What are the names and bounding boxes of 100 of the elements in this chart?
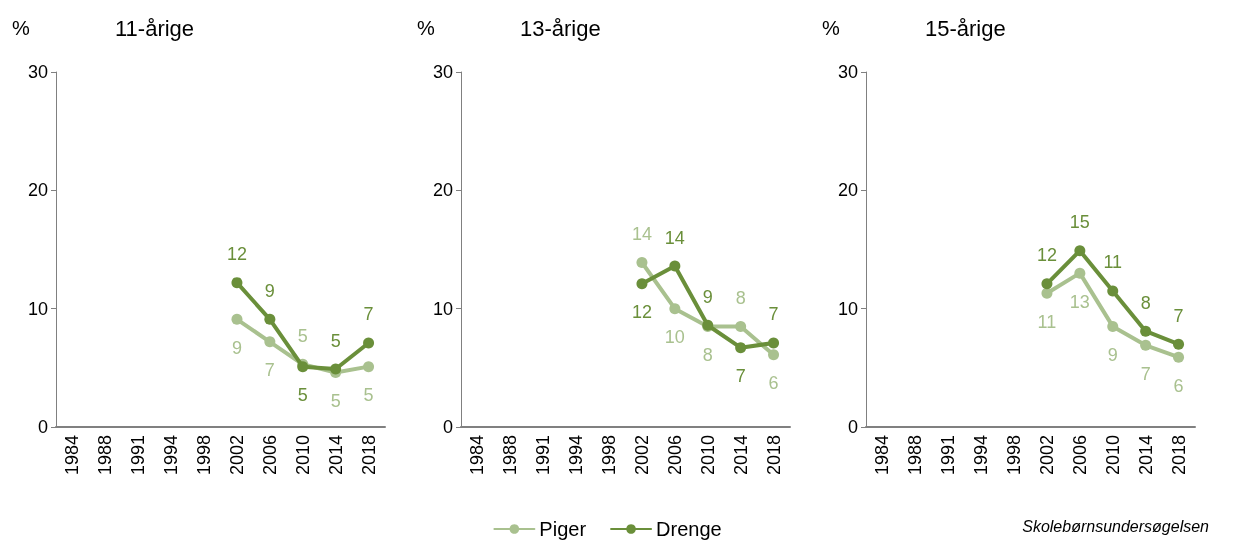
x-tick-label: 2014: [1135, 435, 1156, 476]
data-label: 11: [1103, 252, 1123, 273]
x-tick-label: 1988: [905, 435, 926, 476]
data-label: 9: [264, 280, 275, 301]
x-tick-label: 1991: [128, 435, 149, 476]
point: [735, 342, 747, 354]
y-tick-label: 0: [37, 417, 48, 437]
data-label: 5: [330, 391, 341, 412]
x-tick-label: 2014: [730, 435, 751, 476]
x-tick-label: 2010: [292, 435, 313, 476]
y-axis-title: %: [12, 17, 30, 39]
point: [1074, 267, 1086, 279]
data-label: 8: [1140, 292, 1151, 313]
x-tick-label: 1994: [971, 435, 992, 476]
data-label: 9: [702, 286, 713, 307]
x-tick-label: 1998: [1004, 435, 1025, 476]
point: [264, 336, 276, 348]
x-tick-label: 2010: [697, 435, 718, 476]
x-tick-label: 2014: [325, 435, 346, 476]
point: [735, 320, 747, 332]
point: [1107, 320, 1119, 332]
point: [768, 337, 780, 349]
point: [636, 278, 648, 290]
text: Skolebørnsundersøgelsen: [1022, 517, 1210, 535]
x-tick-label: 2010: [1102, 435, 1123, 476]
y-tick-label: 10: [27, 298, 48, 319]
point: [1041, 278, 1053, 290]
y-tick-label: 20: [837, 180, 858, 201]
point: [1140, 325, 1152, 337]
legend-label: Piger: [539, 518, 587, 540]
x-tick-label: 2018: [358, 435, 379, 476]
data-label: 8: [735, 287, 746, 308]
data-label: 14: [664, 227, 685, 248]
x-tick-label: 2002: [1036, 435, 1057, 476]
data-label: 5: [363, 385, 374, 406]
y-tick-label: 30: [837, 62, 858, 82]
data-label: 5: [297, 385, 308, 406]
x-tick-label: 1988: [500, 435, 521, 476]
point: [1041, 287, 1053, 299]
point: [636, 257, 648, 269]
x-tick-label: 2006: [664, 435, 685, 476]
data-label: 7: [1173, 305, 1184, 326]
y-tick-label: 0: [442, 417, 453, 437]
x-tick-label: 2002: [226, 435, 247, 476]
point: [231, 313, 243, 325]
x-tick-label: 1998: [599, 435, 620, 476]
point: [1107, 285, 1119, 297]
x-tick-label: 1984: [62, 435, 83, 476]
point: [231, 277, 243, 289]
data-label: 6: [1173, 375, 1184, 396]
point: [363, 337, 375, 349]
point: [1173, 338, 1185, 350]
data-label: 7: [768, 304, 779, 325]
data-label: 9: [231, 337, 242, 358]
x-tick-label: 1994: [566, 435, 587, 476]
x-tick-label: 1998: [194, 435, 215, 476]
x-tick-label: 2002: [631, 435, 652, 476]
x-tick-label: 1991: [533, 435, 554, 476]
y-tick-label: 20: [27, 180, 48, 201]
data-label: 7: [1140, 363, 1151, 384]
data-label: 12: [631, 302, 652, 323]
y-tick-label: 30: [432, 62, 453, 82]
data-label: 12: [226, 244, 247, 265]
data-label: 13: [1069, 291, 1090, 312]
point: [363, 361, 375, 373]
x-tick-label: 2018: [1168, 435, 1189, 476]
data-label: 6: [768, 373, 779, 394]
data-label: 5: [330, 330, 341, 351]
x-tick-label: 1984: [872, 435, 893, 476]
point: [264, 313, 276, 325]
data-label: 10: [664, 327, 685, 348]
x-tick-label: 2018: [763, 435, 784, 476]
data-label: 7: [735, 366, 746, 387]
point: [768, 349, 780, 361]
chart-title: 13-årige: [520, 15, 601, 41]
x-tick-label: 1994: [161, 435, 182, 476]
data-label: 15: [1069, 212, 1090, 233]
chart-title: 11-årige: [115, 15, 195, 41]
x-tick-label: 1984: [467, 435, 488, 476]
data-label: 11: [1037, 311, 1057, 332]
data-label: 8: [702, 344, 713, 365]
point: [1140, 339, 1152, 351]
legend-label: Drenge: [656, 518, 722, 540]
data-label: 5: [297, 325, 308, 346]
point: [330, 363, 342, 375]
point: [669, 260, 681, 272]
data-label: 14: [631, 224, 652, 245]
point: [1173, 351, 1185, 363]
data-label: 7: [363, 304, 374, 325]
x-tick-label: 2006: [1069, 435, 1090, 476]
data-label: 9: [1107, 344, 1118, 365]
point: [669, 303, 681, 315]
y-axis-title: %: [822, 17, 840, 39]
y-tick-label: 20: [432, 180, 453, 201]
y-axis-title: %: [417, 17, 435, 39]
point: [1074, 245, 1086, 257]
data-label: 7: [264, 360, 275, 381]
y-tick-label: 30: [27, 62, 48, 82]
data-label: 12: [1036, 245, 1057, 266]
x-tick-label: 1991: [938, 435, 959, 476]
